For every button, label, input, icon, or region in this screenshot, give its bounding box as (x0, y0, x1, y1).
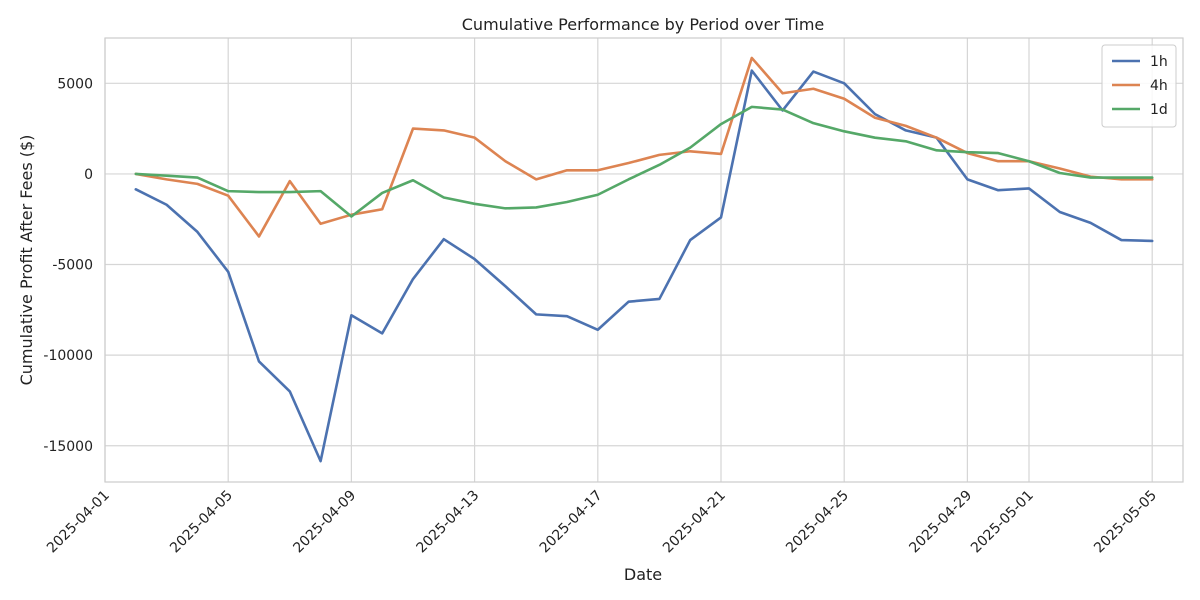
series-line-1d (134, 105, 1154, 218)
plot-frame (104, 37, 1184, 483)
y-tick-label: -5000 (52, 258, 93, 274)
series-lines (134, 56, 1154, 463)
legend-label-4h: 4h (1150, 78, 1168, 94)
y-axis-ticks: 5000 0 -5000 -10000 -15000 (43, 76, 93, 454)
legend-label-1d: 1d (1150, 102, 1168, 118)
series-line-4h (134, 56, 1154, 238)
y-tick-label: 0 (84, 167, 93, 183)
y-tick-label: -15000 (43, 439, 93, 455)
y-tick-label: -10000 (43, 348, 93, 364)
x-axis-label: Date (624, 565, 662, 584)
legend-label-1h: 1h (1150, 54, 1168, 70)
grid (104, 38, 1183, 482)
legend: 1h 4h 1d (1101, 44, 1177, 128)
y-axis-label: Cumulative Profit After Fees ($) (17, 135, 36, 386)
y-tick-label: 5000 (57, 76, 93, 92)
series-line-1h (134, 69, 1154, 463)
chart-title: Cumulative Performance by Period over Ti… (462, 15, 825, 34)
